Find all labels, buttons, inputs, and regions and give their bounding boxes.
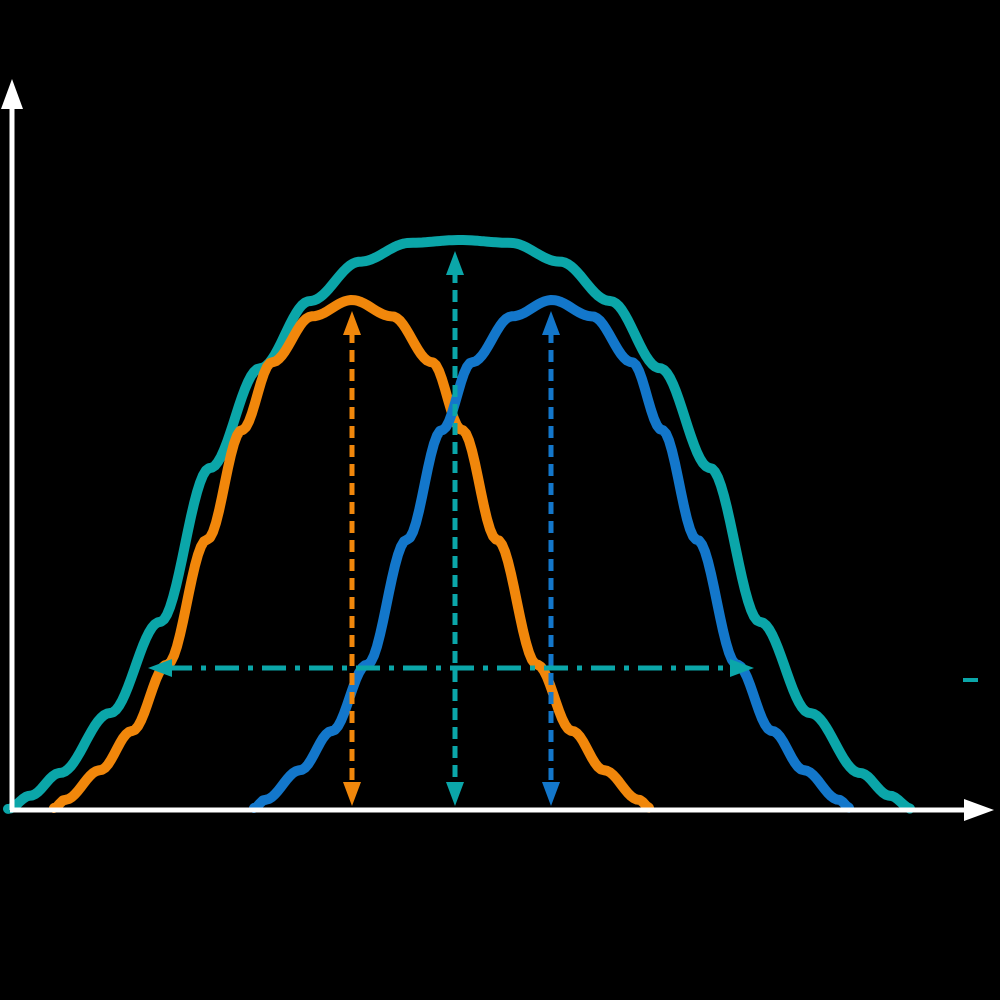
right-peak-height-arrow-down-arrowhead-icon <box>542 782 560 806</box>
wide-curve-width-arrow-left-arrowhead-icon <box>148 659 172 677</box>
x-axis-arrowhead-icon <box>964 799 994 821</box>
curves-group <box>3 235 915 814</box>
center-peak-height-arrow-down-arrowhead-icon <box>446 782 464 806</box>
left-peak-height-arrow-up-arrowhead-icon <box>343 311 361 335</box>
right-peak-height-arrow-up-arrowhead-icon <box>542 311 560 335</box>
y-axis-arrowhead-icon <box>1 79 23 109</box>
right-distribution-curve <box>249 295 854 813</box>
center-peak-height-arrow-up-arrowhead-icon <box>446 251 464 275</box>
left-peak-height-arrow-down-arrowhead-icon <box>343 782 361 806</box>
axes-group <box>1 79 994 821</box>
wide-distribution-curve <box>3 235 915 814</box>
wide-curve-width-arrow-right-arrowhead-icon <box>730 659 754 677</box>
annotations-group <box>148 251 978 806</box>
